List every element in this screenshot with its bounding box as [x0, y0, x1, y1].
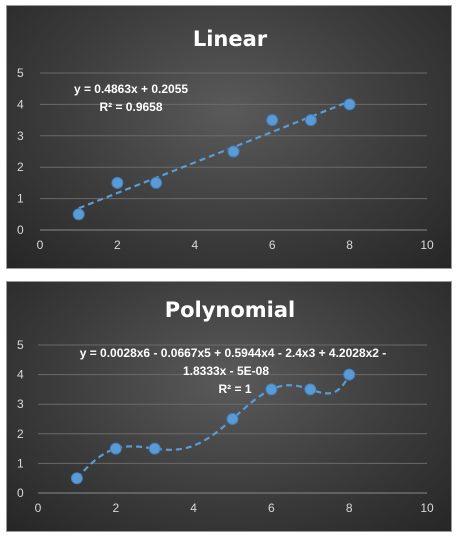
data-point	[343, 98, 356, 111]
y-tick-label: 4	[17, 368, 24, 382]
y-tick-label: 4	[17, 97, 24, 111]
x-tick-label: 4	[190, 501, 197, 515]
x-tick-label: 8	[346, 238, 353, 252]
x-tick-label: 0	[37, 238, 44, 252]
data-point	[148, 442, 161, 455]
x-tick-label: 4	[191, 238, 198, 252]
y-tick-label: 3	[17, 129, 24, 143]
trendline-equation-line: y = 0.4863x + 0.2055	[74, 82, 188, 96]
x-tick-label: 6	[269, 238, 276, 252]
linear-chart-svg: Linear 0 1 2 3 4 5 0 2 4 6 8 10 y = 0.4863x + 0.2055…	[17, 27, 434, 252]
trendline-equation-line: R² = 1	[218, 382, 251, 396]
linear-chart: Linear 0 1 2 3 4 5 0 2 4 6 8 10 y = 0.4863x + 0.2055…	[6, 5, 452, 269]
y-tick-label: 2	[17, 427, 24, 441]
x-tick-label: 10	[420, 238, 434, 252]
data-point	[111, 176, 124, 189]
data-point	[70, 472, 83, 485]
data-point	[72, 208, 85, 221]
y-tick-label: 2	[17, 160, 24, 174]
y-tick-label: 3	[17, 397, 24, 411]
trendline-equation-line: 1.8333x - 5E-08	[183, 364, 269, 378]
data-point	[266, 114, 279, 127]
trendline-equation-line: y = 0.0028x6 - 0.0667x5 + 0.5944x4 - 2.4…	[80, 346, 387, 360]
x-tick-label: 10	[420, 501, 434, 515]
y-tick-label: 5	[17, 66, 24, 80]
trendline	[78, 100, 351, 210]
y-tick-label: 5	[17, 338, 24, 352]
polynomial-chart-svg: Polynomial 0 1 2 3 4 5 0 2 4 6 8 10 y = 0.0028x6 - 0…	[17, 298, 434, 515]
data-point	[304, 114, 317, 127]
x-tick-label: 6	[268, 501, 275, 515]
data-point	[109, 442, 122, 455]
x-tick-label: 2	[112, 501, 119, 515]
y-tick-label: 1	[17, 456, 24, 470]
data-point	[304, 383, 317, 396]
data-point	[343, 368, 356, 381]
polynomial-chart: Polynomial 0 1 2 3 4 5 0 2 4 6 8 10 y = 0.0028x6 - 0…	[6, 281, 452, 532]
trendline	[76, 374, 351, 479]
x-tick-label: 8	[346, 501, 353, 515]
chart-title: Polynomial	[165, 298, 296, 322]
data-point	[227, 145, 240, 158]
y-tick-label: 1	[17, 192, 24, 206]
data-point	[150, 176, 163, 189]
chart-title: Linear	[193, 27, 268, 51]
data-point	[265, 383, 278, 396]
y-tick-label: 0	[17, 223, 24, 237]
trendline-equation-line: R² = 0.9658	[99, 100, 162, 114]
data-point	[226, 413, 239, 425]
x-tick-label: 2	[114, 238, 121, 252]
x-tick-label: 0	[35, 501, 42, 515]
y-tick-label: 0	[17, 486, 24, 500]
